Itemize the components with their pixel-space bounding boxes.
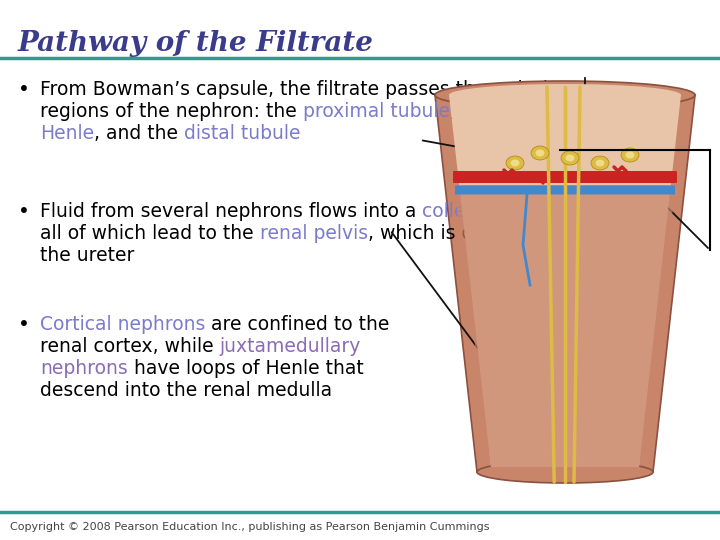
Polygon shape [449,95,681,467]
FancyBboxPatch shape [453,171,677,183]
Text: descend into the renal medulla: descend into the renal medulla [40,381,332,400]
Text: juxtamedullary: juxtamedullary [220,337,361,356]
Text: distal tubule: distal tubule [184,124,301,143]
Text: Pathway of the Filtrate: Pathway of the Filtrate [18,30,374,57]
Text: , the: , the [450,102,498,121]
Text: , which is drained by: , which is drained by [368,224,562,243]
Text: the ureter: the ureter [40,246,135,265]
Polygon shape [435,95,695,472]
Text: regions of the nephron: the: regions of the nephron: the [40,102,302,121]
Text: •: • [18,315,30,334]
Text: , and the: , and the [94,124,184,143]
Text: From Bowman’s capsule, the filtrate passes through three: From Bowman’s capsule, the filtrate pass… [40,80,585,99]
Ellipse shape [506,156,524,170]
Text: Copyright © 2008 Pearson Education Inc., publishing as Pearson Benjamin Cummings: Copyright © 2008 Pearson Education Inc.,… [10,522,490,532]
Text: have loops of Henle that: have loops of Henle that [127,359,364,378]
Text: renal cortex, while: renal cortex, while [40,337,220,356]
Ellipse shape [621,148,639,162]
Ellipse shape [626,152,634,159]
Ellipse shape [591,156,609,170]
Text: all of which lead to the: all of which lead to the [40,224,260,243]
Ellipse shape [477,461,653,483]
Polygon shape [454,185,676,467]
Ellipse shape [510,159,520,166]
Ellipse shape [561,151,579,165]
Ellipse shape [595,159,605,166]
Text: Cortical nephrons: Cortical nephrons [40,315,205,334]
Text: Henle: Henle [40,124,94,143]
Ellipse shape [536,150,544,157]
Text: loop of: loop of [498,102,562,121]
Text: •: • [18,202,30,221]
Ellipse shape [531,146,549,160]
Text: collecting duct: collecting duct [423,202,559,221]
Text: •: • [18,80,30,99]
FancyBboxPatch shape [455,186,675,194]
Text: Fluid from several nephrons flows into a: Fluid from several nephrons flows into a [40,202,423,221]
Ellipse shape [565,154,575,161]
Ellipse shape [449,84,681,106]
Text: are confined to the: are confined to the [205,315,390,334]
Text: proximal tubule: proximal tubule [302,102,450,121]
Text: renal pelvis: renal pelvis [260,224,368,243]
Ellipse shape [435,81,695,109]
Text: nephrons: nephrons [40,359,127,378]
Text: ,: , [559,202,566,221]
